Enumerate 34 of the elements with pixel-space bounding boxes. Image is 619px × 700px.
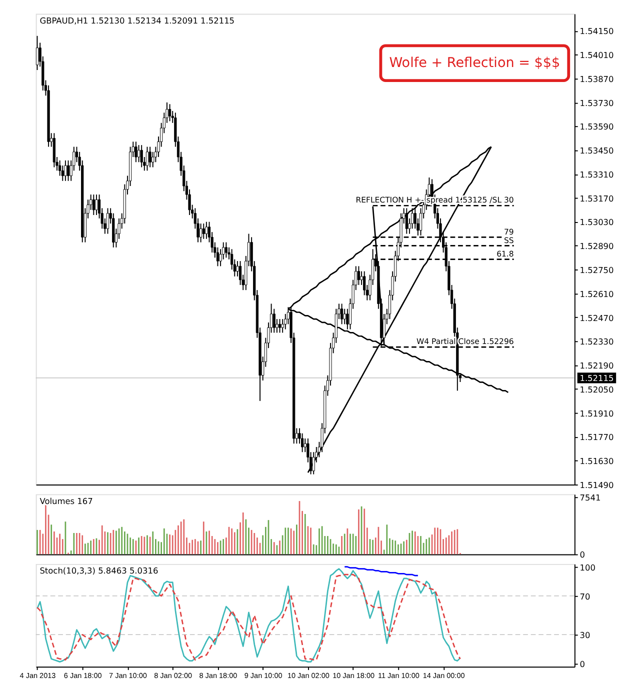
y-tick-label: 1.53870: [580, 74, 614, 84]
series-label: W4 Partial Close 1.52296: [416, 337, 514, 346]
series-label: 79: [504, 227, 514, 236]
y-tick-label: 1.53730: [580, 98, 614, 108]
chart-title: GBPAUD,H1 1.52130 1.52134 1.52091 1.52115: [40, 15, 235, 26]
y-tick-label: 1.52470: [580, 312, 614, 323]
y-tick-label: 70: [580, 591, 590, 602]
y-tick-label: 1.54010: [580, 50, 614, 60]
chart-title: Stoch(10,3,3) 5.8463 5.0316: [40, 566, 158, 576]
y-tick-label: 1.53310: [580, 169, 614, 180]
y-tick-label: 30: [580, 630, 590, 640]
y-tick-label: 7541: [580, 492, 601, 502]
y-tick-label: 0: [580, 659, 585, 670]
ref-line-label: 1.52115: [580, 372, 614, 383]
y-tick-label: 0: [580, 550, 585, 560]
y-tick-label: 1.51910: [580, 408, 614, 418]
annotation: Wolfe + Reflection = $$$: [389, 55, 560, 72]
y-tick-label: 1.53450: [580, 146, 614, 156]
y-tick-label: 1.52890: [580, 241, 614, 252]
series-label: 61.8: [496, 249, 514, 258]
y-tick-label: 1.52750: [580, 264, 614, 275]
y-tick-label: 1.51490: [580, 480, 614, 490]
y-tick-label: 1.54150: [580, 26, 614, 36]
y-tick-label: 100: [580, 562, 596, 572]
y-tick-label: 1.53170: [580, 193, 614, 204]
y-tick-label: 1.53030: [580, 217, 614, 228]
y-tick-label: 1.52330: [580, 336, 614, 347]
y-tick-label: 1.52610: [580, 288, 614, 299]
y-tick-label: 1.53590: [580, 122, 614, 132]
y-tick-label: 1.51630: [580, 456, 614, 466]
y-tick-label: 1.51770: [580, 432, 614, 442]
series-label: SS: [504, 236, 514, 245]
y-tick-label: 1.52050: [580, 384, 614, 394]
y-tick-label: 1.52190: [580, 360, 614, 371]
